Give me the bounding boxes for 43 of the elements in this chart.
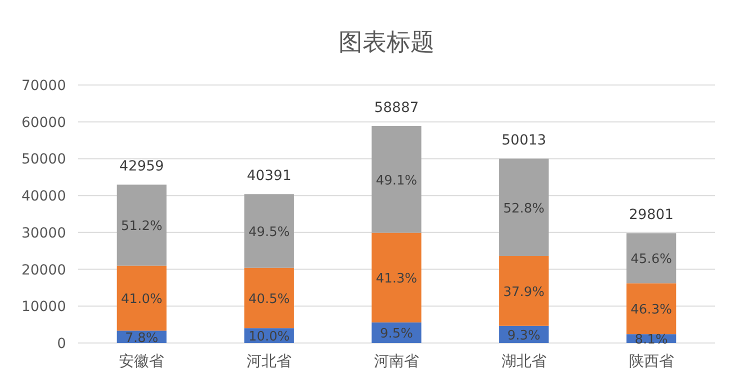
total-label: 58887 [374,100,419,116]
bar [372,126,422,233]
bar [499,158,549,256]
x-tick-label: 湖北省 [501,352,546,370]
y-tick-label: 60000 [21,114,66,131]
bar [116,184,167,266]
annotation: 37.9% [503,284,545,300]
annotation: 7.8% [125,330,158,346]
annotation: 52.8% [503,201,545,216]
bar [244,194,294,268]
y-tick-label: 50000 [21,152,66,168]
total-label: 29801 [629,207,674,224]
annotation: 10.0% [248,330,290,345]
y-tick-label: 20000 [21,262,66,278]
bar [244,268,294,328]
y-tick-label: 40000 [21,188,66,205]
y-tick-label: 0 [57,336,66,352]
annotation: 49.1% [376,173,418,188]
annotation: 9.3% [507,328,540,344]
x-tick-label: 安徽省 [119,352,164,370]
x-tick-label: 河南省 [374,352,419,370]
chart-title: 图表标题 [338,28,434,56]
y-tick-label: 30000 [21,225,66,242]
annotation: 46.3% [630,302,672,318]
x-tick-label: 陕西省 [628,352,674,370]
annotation: 41.0% [121,292,162,308]
x-tick-label: 河北省 [246,352,292,370]
bar [372,232,422,322]
total-label: 50013 [502,132,546,149]
annotation: 9.5% [380,326,414,342]
total-label: 40391 [246,168,292,184]
annotation: 45.6% [630,252,672,268]
total-label: 42959 [119,158,164,175]
bar [116,266,167,331]
bar [626,233,676,284]
y-tick-label: 70000 [21,78,66,94]
annotation: 40.5% [248,292,290,307]
annotation: 49.5% [248,224,290,240]
annotation: 41.3% [376,272,418,287]
annotation: 51.2% [121,219,162,234]
bar [626,283,676,334]
bar [499,256,549,326]
y-tick-label: 10000 [21,299,66,316]
